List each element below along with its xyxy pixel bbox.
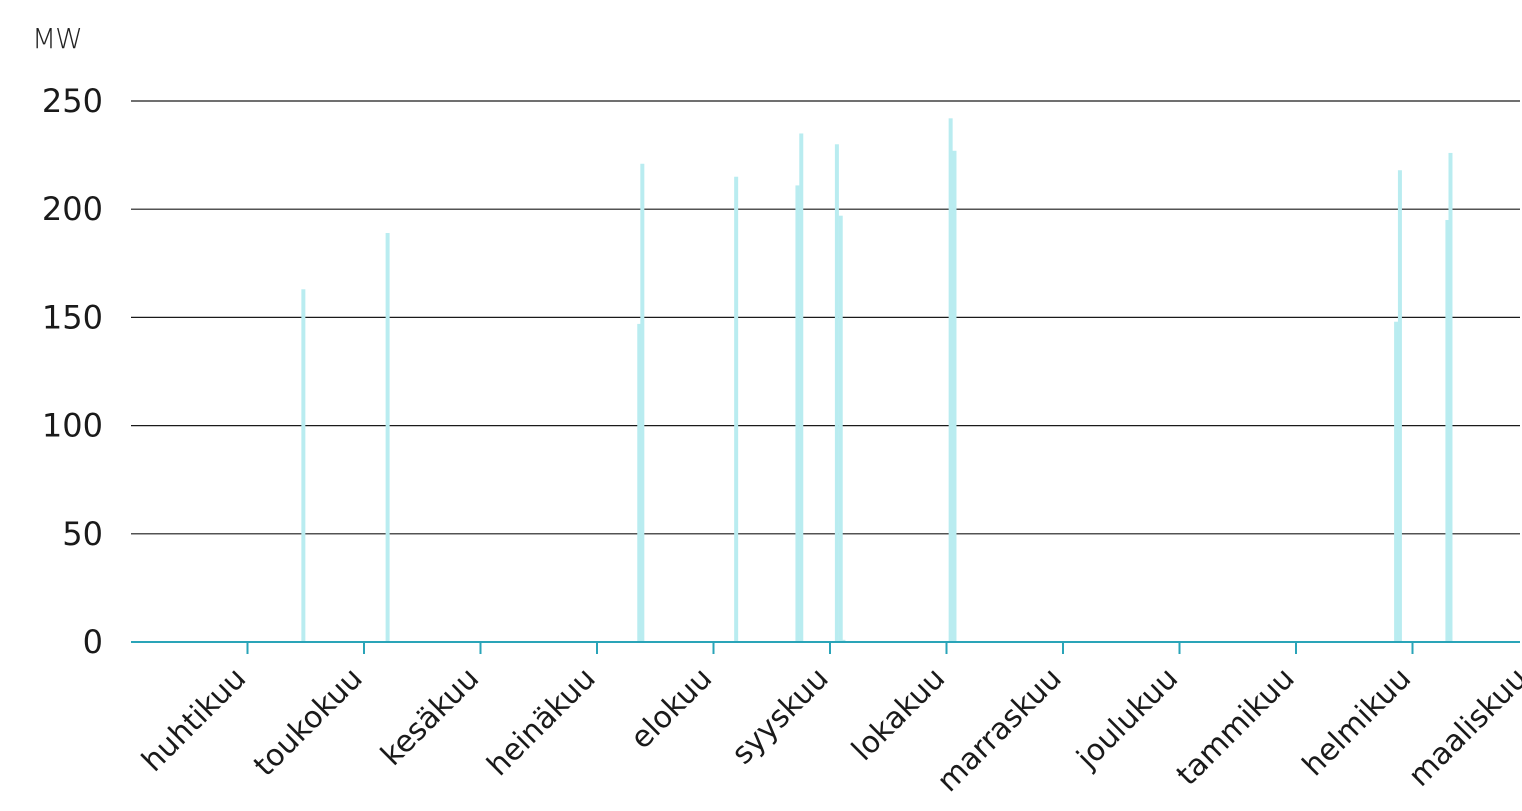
x-tick-label-maaliskuu: maaliskuu [1402, 661, 1522, 794]
bar-7 [834, 144, 839, 642]
x-tick-label-toukokuu: toukokuu [247, 661, 370, 784]
x-tick-label-joulukuu: joulukuu [1070, 661, 1186, 777]
bar-15 [1448, 152, 1453, 642]
bar-2 [637, 323, 642, 642]
y-tick-label-100: 100 [42, 407, 103, 445]
x-tick-label-lokakuu: lokakuu [845, 661, 952, 768]
bar-4 [734, 176, 739, 643]
y-tick-label-200: 200 [42, 190, 103, 228]
bar-11 [952, 150, 957, 642]
bar-6 [799, 133, 804, 642]
y-tick-labels: 0 50 100 150 200 250 [42, 82, 103, 661]
bars [301, 118, 1453, 643]
y-tick-label-250: 250 [42, 82, 103, 120]
bar-8 [838, 215, 843, 642]
bar-13 [1397, 170, 1402, 643]
bar-0 [301, 289, 306, 642]
bar-14 [1445, 220, 1450, 642]
x-tick-label-marraskuu: marraskuu [931, 661, 1069, 799]
x-tick-label-elokuu: elokuu [624, 661, 719, 756]
x-tick-label-heinäkuu: heinäkuu [481, 661, 603, 783]
x-tick-label-huhtikuu: huhtikuu [135, 661, 253, 779]
bar-10 [948, 118, 953, 642]
x-axis [131, 641, 1520, 654]
x-tick-label-syyskuu: syyskuu [725, 661, 835, 771]
bar-9 [841, 639, 846, 642]
bar-1 [385, 233, 390, 642]
bar-12 [1394, 321, 1399, 642]
bar-3 [640, 163, 645, 643]
gridlines [131, 100, 1520, 535]
x-tick-label-kesäkuu: kesäkuu [374, 661, 486, 773]
x-tick-label-helmikuu: helmikuu [1296, 661, 1418, 783]
y-tick-label-0: 0 [83, 623, 103, 661]
y-axis-unit-label: MW [32, 22, 83, 55]
y-tick-label-50: 50 [62, 515, 103, 553]
y-tick-label-150: 150 [42, 298, 103, 336]
bar-5 [795, 185, 800, 642]
x-tick-label-tammikuu: tammikuu [1170, 661, 1302, 793]
